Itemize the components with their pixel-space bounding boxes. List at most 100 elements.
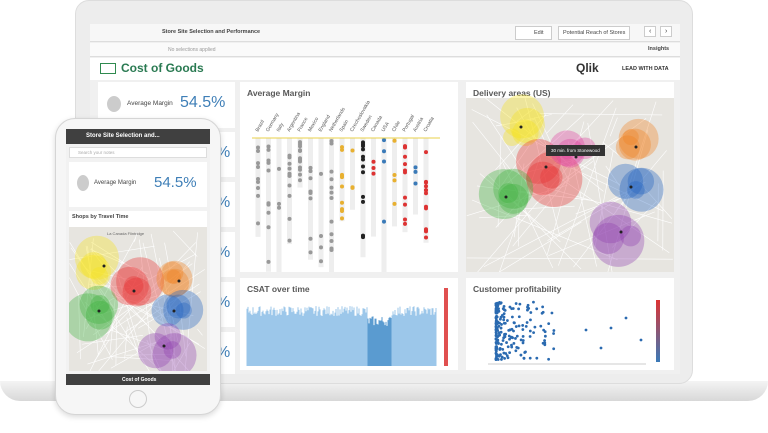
point [500,355,504,359]
dot [266,201,271,206]
coverage-area [592,214,645,267]
insights-button[interactable]: Insights [648,46,670,52]
dot [361,164,365,169]
road [575,197,621,215]
dot [266,168,271,173]
point [515,334,519,338]
point [535,356,539,360]
road [69,263,107,322]
toolbar: Store Site Selection and Performance Edi… [90,24,680,42]
store [132,289,136,293]
dot [403,221,407,226]
edit-button[interactable]: Edit [515,26,553,40]
road [548,211,655,257]
road [547,193,629,241]
dot [424,179,428,184]
dot [319,245,323,250]
point [552,332,555,335]
point [508,305,512,309]
dot [256,161,260,166]
dot [308,169,313,174]
column-bar [402,138,408,233]
road [98,261,190,371]
phone-kpi-value: 54.5% [154,174,197,191]
coverage-area [161,261,184,284]
dot [392,173,397,178]
dot [287,166,292,171]
road [611,201,657,248]
road [70,247,115,308]
coverage-area [85,300,115,330]
coverage-area [154,323,182,350]
point [512,321,516,325]
point [497,331,501,335]
store [504,195,508,199]
road [134,231,138,242]
point [521,341,525,345]
prev-button[interactable]: ‹ [644,26,657,37]
point [494,319,498,323]
road [126,354,175,356]
road [94,253,197,309]
dot [361,154,365,159]
road [84,301,162,371]
point [502,305,506,308]
coverage-area [80,252,107,279]
dot [424,188,428,193]
point [496,303,500,307]
dot [382,138,386,143]
chart-canvas [69,227,207,371]
dot [287,238,292,243]
chart-canvas [488,300,660,365]
coverage-area [116,257,165,306]
selections: No selections applied [168,47,216,53]
point [500,323,503,326]
point [500,313,504,317]
point [526,308,529,312]
point [547,357,551,361]
app-title: Store Site Selection and Performance [162,29,261,35]
dot [277,166,281,171]
coverage-area [500,94,545,139]
coverage-area [540,166,563,189]
next-button[interactable]: › [660,26,673,37]
point [517,315,521,319]
coverage-area [160,268,190,298]
coverage-area [620,225,641,247]
point [510,343,513,347]
road [142,242,176,371]
phone-title: Store Site Selection and... [86,133,160,139]
point [510,327,514,331]
coverage-area [110,266,149,306]
sheet-selector[interactable]: Potential Reach of Stores [558,26,631,40]
point [515,346,519,349]
store [97,309,101,313]
kpi-icon [77,175,89,191]
point [524,324,528,328]
road [78,294,81,360]
coverage-area [151,294,184,327]
point [495,328,498,332]
chart-canvas [466,94,674,272]
point [533,325,537,329]
point [535,307,539,311]
home-button[interactable] [129,390,147,408]
dot [329,185,334,190]
point [517,324,521,328]
point [500,358,503,361]
dot [308,165,313,170]
dot [424,206,428,211]
road [609,117,618,137]
road [479,214,531,219]
road [466,184,568,217]
store [172,309,176,313]
point [511,307,515,310]
point [550,311,554,315]
dot [424,150,428,155]
road [546,121,585,256]
search-box[interactable]: Search your notes [69,147,207,158]
point [552,329,556,332]
coverage-area [498,183,519,204]
road [109,356,173,361]
